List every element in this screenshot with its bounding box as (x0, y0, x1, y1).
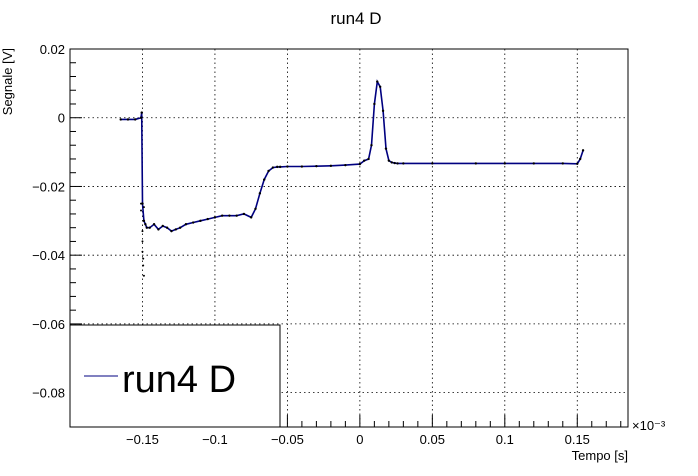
data-point (263, 178, 266, 181)
x-tick-label: 0.15 (565, 432, 590, 447)
data-point (402, 162, 405, 165)
outlier-point (141, 250, 144, 253)
data-point (576, 162, 579, 165)
data-point (119, 118, 122, 121)
data-point (581, 149, 585, 152)
data-point (126, 118, 130, 121)
outlier-point (142, 264, 145, 267)
data-point (170, 229, 173, 233)
outlier-point (141, 230, 144, 233)
legend: run4 D (69, 324, 281, 428)
data-point (578, 157, 582, 161)
data-point (381, 109, 385, 113)
data-point (206, 217, 209, 221)
data-point (145, 226, 149, 229)
outlier-point (142, 206, 145, 209)
outlier-point (140, 202, 143, 205)
x-tick-label: −0.15 (126, 432, 159, 447)
data-point (144, 223, 147, 226)
data-point (503, 162, 507, 165)
x-tick-label: −0.1 (202, 432, 228, 447)
data-point (393, 161, 396, 165)
data-point (370, 144, 373, 147)
data-point (220, 214, 224, 217)
y-tick-label: 0 (58, 111, 65, 126)
data-point (191, 221, 195, 224)
data-point (378, 85, 382, 89)
data-point (249, 216, 253, 219)
data-point (271, 166, 275, 169)
data-point (148, 226, 151, 229)
data-point (367, 157, 370, 161)
data-point (152, 223, 156, 226)
chart-title: run4 D (330, 9, 381, 28)
data-point (387, 159, 391, 162)
data-point (376, 80, 379, 83)
data-point (532, 162, 535, 165)
data-point (140, 111, 143, 114)
data-point (390, 161, 393, 164)
outlier-point (140, 209, 143, 212)
data-point (228, 214, 231, 217)
data-point (199, 219, 202, 223)
data-point (561, 162, 564, 165)
data-point (329, 164, 333, 168)
data-point (242, 212, 246, 216)
data-point (141, 202, 144, 205)
x-tick-label: 0.1 (496, 432, 514, 447)
data-point (396, 162, 399, 165)
data-point (178, 226, 182, 229)
data-point (300, 165, 304, 168)
outlier-point (142, 257, 145, 260)
data-point (213, 216, 217, 219)
data-point (384, 147, 388, 150)
y-tick-label: −0.06 (32, 317, 65, 332)
outlier-point (141, 240, 144, 243)
x-tick-label: 0 (356, 432, 363, 447)
data-point (267, 169, 270, 173)
data-point (431, 162, 434, 165)
data-point (142, 219, 146, 223)
data-series-run4-d (119, 79, 585, 277)
data-point (358, 162, 362, 166)
y-tick-label: −0.04 (32, 248, 65, 263)
data-point (344, 163, 347, 167)
data-point (161, 224, 164, 228)
x-axis-multiplier: ×10⁻³ (632, 418, 666, 433)
data-point (363, 159, 366, 162)
data-point (165, 226, 169, 229)
outlier-point (142, 274, 145, 277)
x-axis-label: Tempo [s] (572, 448, 628, 463)
plot-frame (69, 48, 629, 428)
grid (70, 48, 628, 427)
data-point (134, 118, 137, 121)
data-point (276, 165, 279, 169)
data-point (174, 228, 178, 231)
x-tick-label: −0.05 (271, 432, 304, 447)
data-point (373, 102, 376, 106)
data-point (139, 116, 143, 119)
y-tick-label: −0.02 (32, 179, 65, 194)
series-line (120, 79, 584, 233)
data-point (157, 228, 160, 231)
data-point (254, 207, 257, 210)
y-tick-label: 0.02 (40, 42, 65, 57)
data-point (258, 192, 262, 195)
legend-label: run4 D (122, 359, 236, 401)
data-point (286, 165, 289, 168)
data-point (184, 223, 188, 226)
y-axis-label: Segnale [V] (0, 48, 15, 115)
data-point (278, 165, 282, 169)
y-tick-label: −0.08 (32, 386, 65, 401)
x-tick-label: 0.05 (420, 432, 445, 447)
data-point (315, 164, 318, 168)
data-point (235, 214, 238, 217)
data-point (474, 162, 478, 165)
